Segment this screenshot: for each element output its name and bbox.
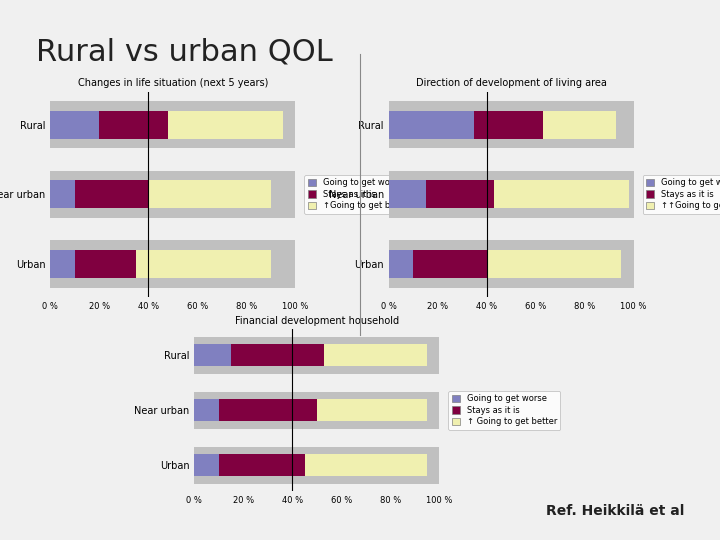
Bar [487,250,621,278]
Bar [389,111,474,139]
Bar [413,250,487,278]
Bar [494,180,629,208]
Text: Ref. Heikkilä et al: Ref. Heikkilä et al [546,504,684,518]
Title: Financial development household: Financial development household [235,316,399,326]
Title: Direction of development of living area: Direction of development of living area [415,78,607,88]
Bar [194,454,219,476]
Bar [194,345,231,367]
Bar [50,250,75,278]
Bar [148,180,271,208]
Bar [75,180,148,208]
Bar [75,250,136,278]
Bar [50,101,295,148]
Bar [389,240,634,288]
Legend: Going to get worse, Stays as it is, ↑↑Going to get better: Going to get worse, Stays as it is, ↑↑Go… [643,175,720,214]
Bar [389,101,634,148]
Bar [389,250,413,278]
Bar [219,400,317,421]
Title: Changes in life situation (next 5 years): Changes in life situation (next 5 years) [78,78,268,88]
Bar [389,180,426,208]
Bar [50,171,295,218]
Bar [426,180,494,208]
Bar [50,111,99,139]
Legend: Going to get worse, Stays as it is, ↑ Going to get better: Going to get worse, Stays as it is, ↑ Go… [449,391,560,430]
Bar [50,180,75,208]
Bar [324,345,427,367]
Bar [474,111,543,139]
Bar [136,250,271,278]
Bar [194,400,219,421]
Bar [99,111,168,139]
Bar [305,454,427,476]
Legend: Going to get worse, Stays as it is, ↑Going to get better: Going to get worse, Stays as it is, ↑Goi… [305,175,414,214]
Text: Rural vs urban QOL: Rural vs urban QOL [36,38,333,67]
Bar [194,337,439,374]
Bar [317,400,427,421]
Bar [194,392,439,429]
Bar [168,111,283,139]
Bar [231,345,324,367]
Bar [50,240,295,288]
Bar [219,454,305,476]
Bar [543,111,616,139]
Bar [194,447,439,484]
Bar [389,171,634,218]
